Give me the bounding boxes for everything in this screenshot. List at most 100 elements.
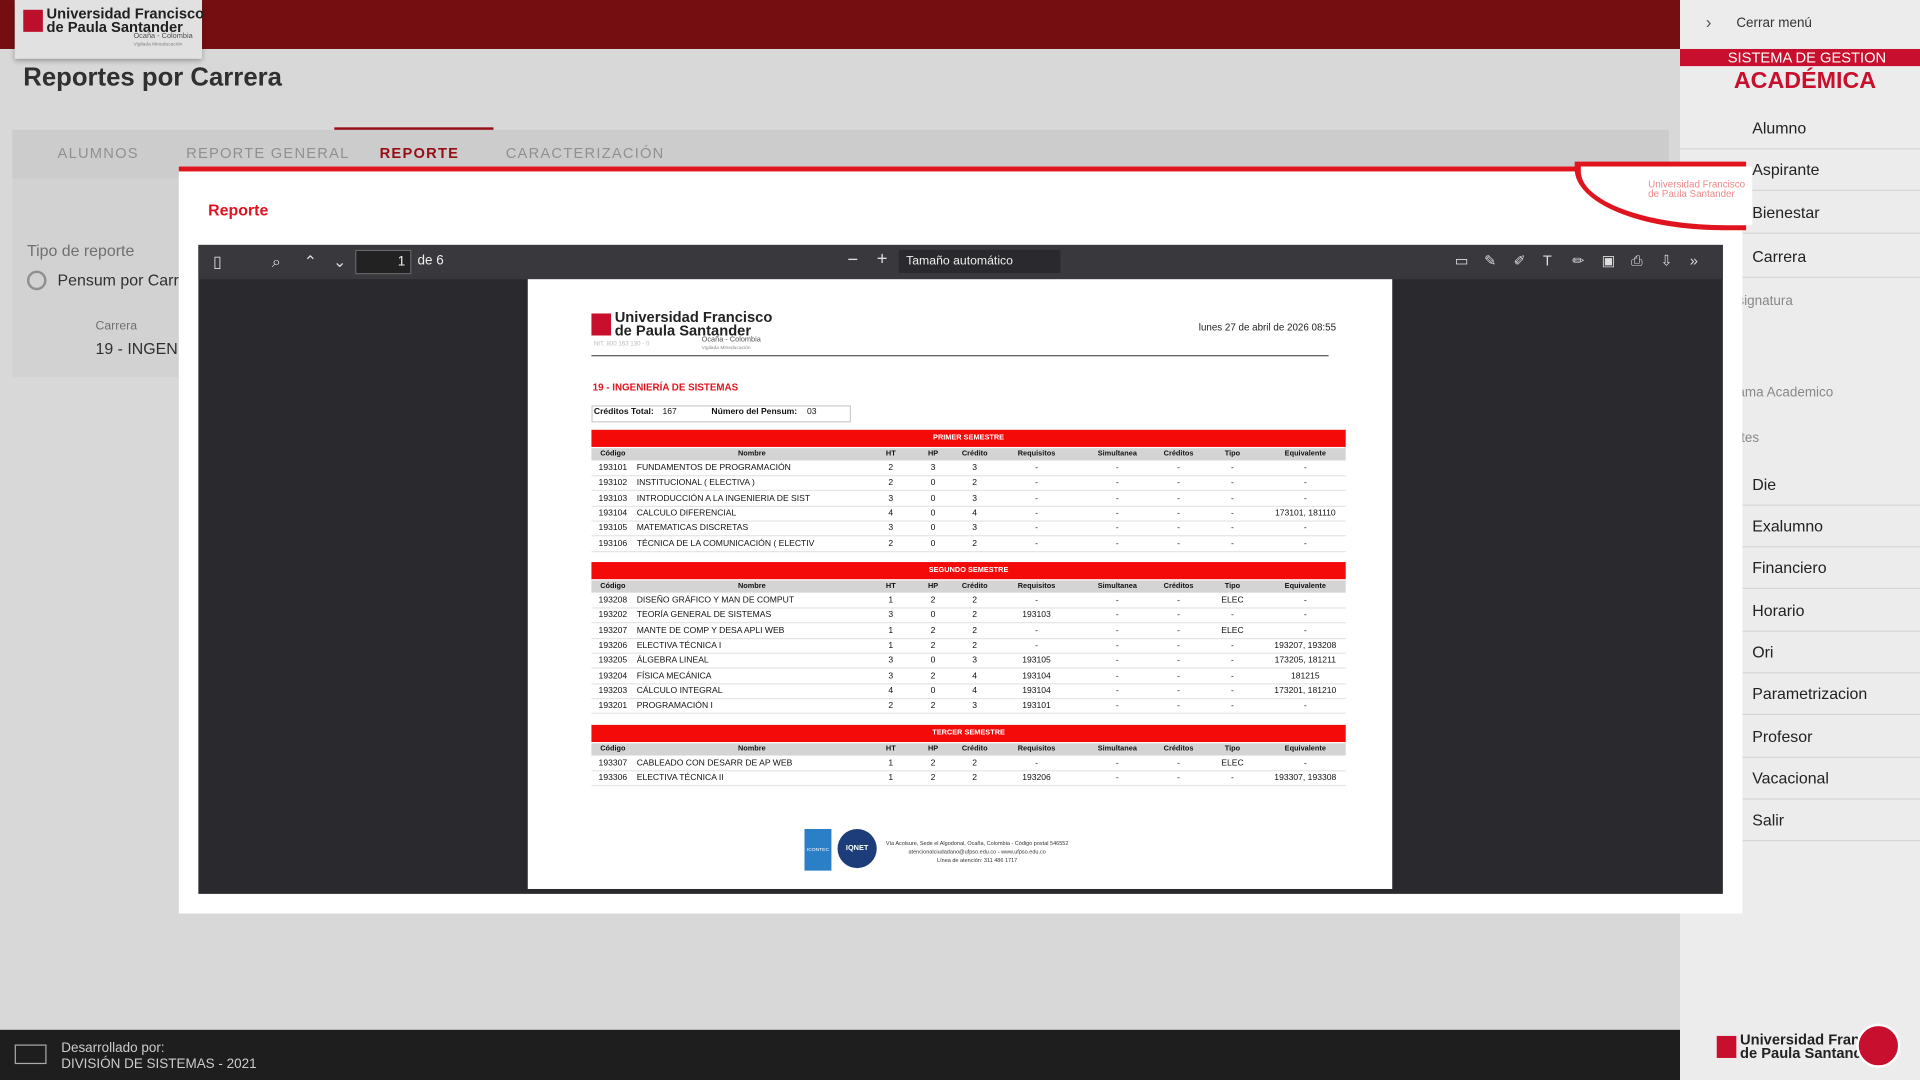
column-header: HT: [885, 745, 896, 754]
cell: 2: [930, 774, 936, 783]
cell: 2: [972, 626, 978, 636]
modal-top-bar: [178, 166, 1743, 172]
cell: -: [1115, 626, 1119, 636]
page-input[interactable]: 1: [355, 249, 412, 275]
column-header: Requisitos: [1017, 582, 1056, 591]
radio[interactable]: [26, 270, 47, 291]
cell: -: [1177, 774, 1181, 783]
cell: 2: [930, 626, 936, 636]
toolbar-button[interactable]: ⎙: [1631, 252, 1643, 270]
cell: 193207, 193208: [1274, 641, 1337, 651]
zoom-in[interactable]: +: [876, 248, 888, 270]
footer-label: Desarrollado por:: [61, 1040, 165, 1056]
cell: -: [1035, 524, 1038, 533]
logo-box: Universidad Francisco de Paula Santander O…: [14, 0, 204, 59]
cell: -: [1303, 524, 1307, 533]
cell: 0: [930, 686, 936, 696]
menu-item[interactable]: Parametrizacion: [1752, 684, 1868, 703]
tab[interactable]: REPORTE GENERAL: [186, 144, 350, 162]
toolbar-button[interactable]: ✐: [1513, 252, 1526, 270]
toolbar-button[interactable]: ⌕: [271, 252, 281, 271]
credits-value: 167: [662, 407, 677, 417]
menu-item[interactable]: Salir: [1752, 810, 1785, 829]
menu-item[interactable]: Bienestar: [1752, 203, 1820, 222]
cell: -: [1231, 774, 1234, 783]
menu-item[interactable]: Profesor: [1752, 727, 1813, 746]
cell: PROGRAMACIÓN I: [636, 701, 713, 711]
cell: 2: [972, 596, 978, 605]
tab[interactable]: ALUMNOS: [57, 144, 139, 162]
tab-indicator: [334, 127, 494, 130]
cell: 3: [888, 494, 894, 503]
column-header: Nombre: [737, 582, 766, 591]
toolbar-button[interactable]: ✎: [1484, 252, 1497, 270]
toolbar-button[interactable]: ✏: [1572, 252, 1585, 270]
cell: 193206: [1022, 774, 1051, 783]
toolbar-button[interactable]: »: [1689, 252, 1698, 270]
menu-divider: [1680, 189, 1920, 192]
accessibility[interactable]: [1856, 1023, 1901, 1068]
column-header: Código: [600, 582, 626, 591]
cell: 193306: [598, 774, 628, 783]
row-divider: [591, 535, 1346, 537]
toolbar-button[interactable]: ▭: [1454, 252, 1469, 270]
toolbar-button[interactable]: T: [1542, 252, 1552, 270]
cell: 0: [930, 524, 936, 533]
zoom-out[interactable]: −: [847, 249, 859, 271]
doc-nit: NIT. 800 163 130 - 0: [593, 340, 650, 348]
tab[interactable]: REPORTE: [379, 144, 460, 162]
cell: 0: [930, 509, 936, 518]
cell: -: [1035, 641, 1038, 651]
cell: 193104: [598, 509, 628, 518]
cell: -: [1115, 464, 1119, 473]
menu-divider: [1680, 504, 1920, 506]
cell: -: [1231, 539, 1234, 548]
cell: -: [1177, 641, 1181, 651]
cell: -: [1231, 611, 1234, 620]
cell: ÁLGEBRA LINEAL: [636, 656, 709, 666]
logo-mark: [591, 313, 612, 336]
toolbar-button[interactable]: ⌃: [303, 252, 318, 271]
menu-item[interactable]: Alumno: [1752, 118, 1807, 138]
cell: -: [1303, 611, 1307, 620]
menu-item[interactable]: Horario: [1752, 601, 1805, 620]
menu-item[interactable]: Vacacional: [1752, 768, 1829, 788]
cell: -: [1231, 656, 1234, 666]
cell: 3: [972, 524, 978, 533]
menu-divider: [1680, 713, 1920, 716]
logo-sub: Ocaña - Colombia: [133, 33, 193, 41]
menu-item[interactable]: Die: [1752, 475, 1777, 494]
system-label: SISTEMA DE GESTION: [1727, 48, 1887, 67]
row-divider: [591, 682, 1346, 684]
cell: 2: [930, 671, 936, 681]
cell: -: [1115, 524, 1119, 533]
cell: 2: [930, 701, 936, 711]
cell: -: [1303, 596, 1307, 605]
cell: 193106: [598, 539, 628, 548]
zoom-select[interactable]: Tamaño automático: [898, 249, 1061, 274]
cell: -: [1231, 509, 1234, 518]
column-header: Requisitos: [1017, 450, 1056, 458]
column-header-row: [591, 580, 1346, 593]
page-title: Reportes por Carrera: [23, 63, 282, 92]
menu-item[interactable]: Aspirante: [1752, 160, 1820, 179]
toolbar-button[interactable]: ⌄: [333, 252, 347, 271]
menu-item[interactable]: Exalumno: [1752, 516, 1824, 536]
toolbar-button[interactable]: ▯: [213, 252, 222, 271]
close-menu[interactable]: Cerrar menú: [1736, 15, 1812, 31]
cell: 1: [888, 759, 894, 768]
toolbar-button[interactable]: ▣: [1601, 252, 1616, 270]
toolbar-button[interactable]: ⇩: [1660, 252, 1673, 270]
menu-item[interactable]: Ori: [1752, 642, 1774, 662]
menu-item[interactable]: Financiero: [1752, 558, 1827, 577]
cell: -: [1231, 671, 1234, 681]
cell: 3: [972, 494, 978, 503]
tab[interactable]: CARACTERIZACIÓN: [505, 144, 665, 162]
cell: -: [1115, 596, 1119, 605]
cell: 2: [972, 479, 978, 488]
cell: 193307, 193308: [1274, 774, 1337, 783]
semester-header: PRIMER SEMESTRE: [591, 429, 1346, 447]
menu-item[interactable]: Carrera: [1752, 247, 1807, 266]
radio-label: Pensum por Carrera: [57, 270, 202, 289]
